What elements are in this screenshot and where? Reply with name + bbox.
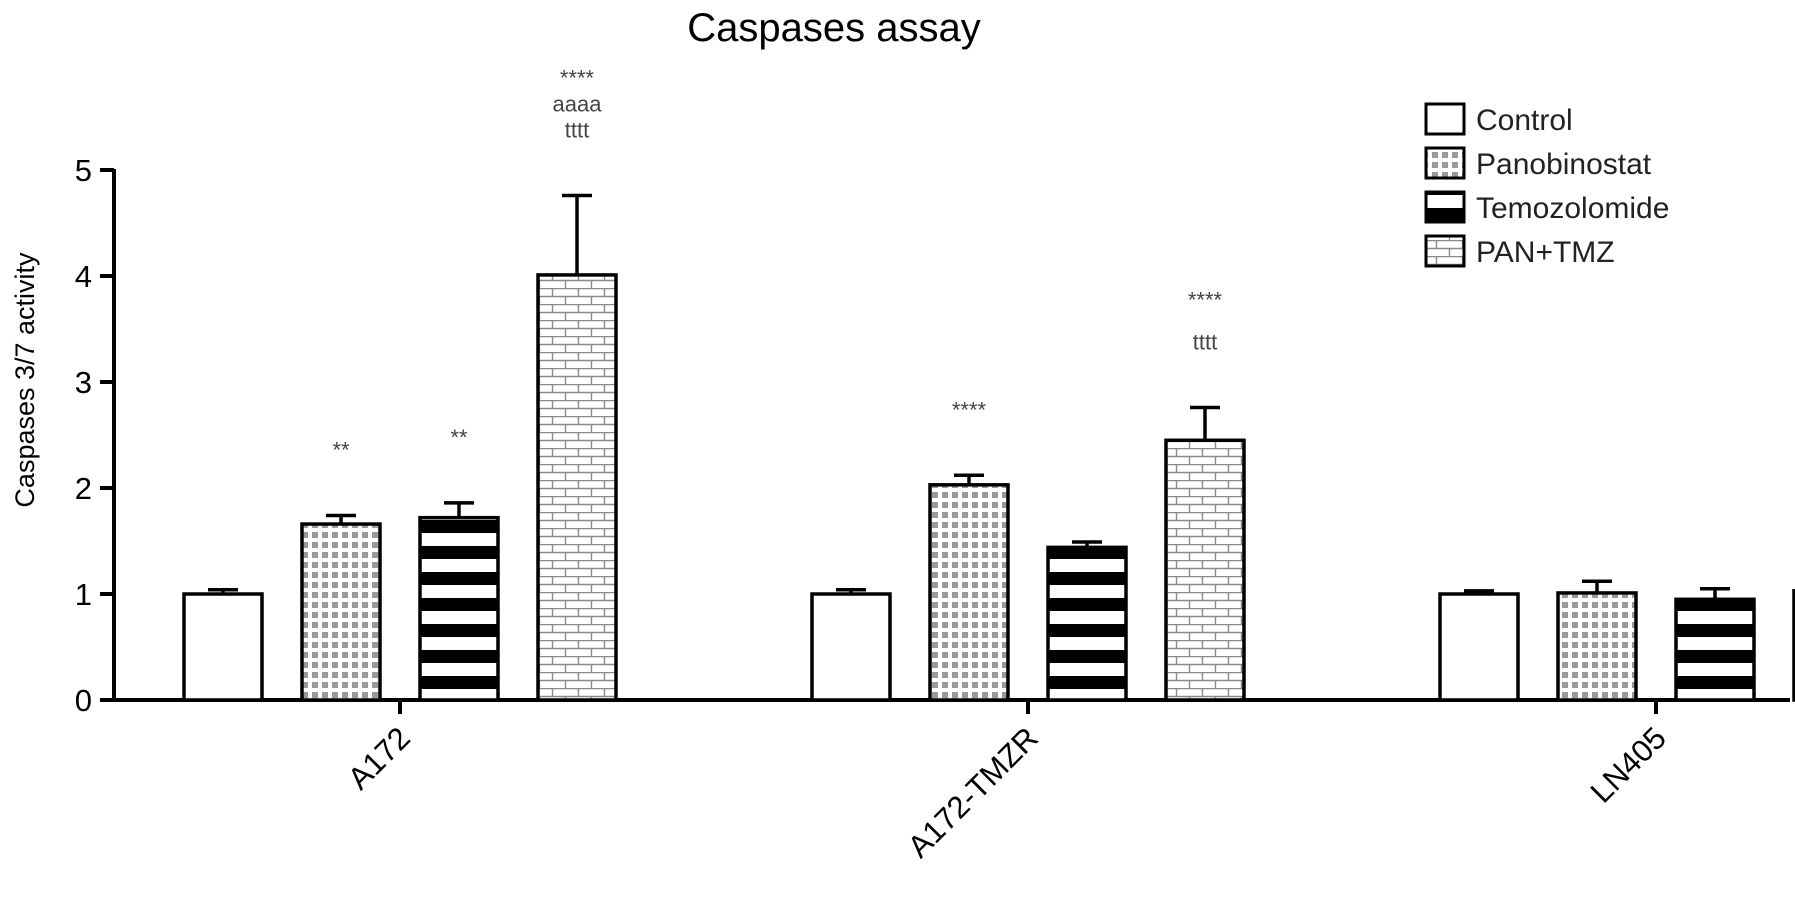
legend-label-panobinostat: Panobinostat — [1476, 148, 1652, 181]
bar-a172-tmzr-temozolomide — [1046, 545, 1128, 702]
annotation-a172-tmzr-1-0: **** — [952, 397, 987, 422]
annotation-a172-1-0: ** — [332, 438, 350, 463]
annotation-a172-2-0: ** — [450, 425, 468, 450]
bar-a172-tmzr-pan-tmz — [1164, 438, 1246, 702]
legend-swatch-pan-tmz — [1424, 234, 1466, 268]
x-category-label-ln405: LN405 — [1584, 720, 1673, 809]
annotation-a172-tmzr-3-0: **** — [1188, 287, 1223, 312]
y-tick-label-5: 5 — [75, 153, 92, 188]
bar-a172-control — [182, 592, 264, 702]
bar-ln405-temozolomide — [1674, 597, 1756, 702]
bar-a172-temozolomide — [418, 515, 500, 702]
bars — [182, 273, 1795, 702]
legend-label-control: Control — [1476, 104, 1573, 137]
error-bars — [208, 193, 1730, 600]
legend-swatch-control — [1424, 102, 1466, 136]
x-category-label-a172: A172 — [341, 720, 417, 796]
legend-label-temozolomide: Temozolomide — [1476, 192, 1669, 225]
y-tick-label-1: 1 — [75, 577, 92, 612]
bar-ln405-control — [1438, 592, 1520, 702]
y-axis-label: Caspases 3/7 activity — [10, 252, 40, 508]
annotation-a172-3-2: tttt — [565, 117, 589, 142]
x-category-label-a172-tmzr: A172-TMZR — [901, 720, 1045, 864]
chart-title: Caspases assay — [687, 6, 980, 50]
bar-a172-panobinostat — [300, 522, 382, 702]
annotation-a172-tmzr-3-1: tttt — [1193, 329, 1217, 354]
y-tick-label-0: 0 — [75, 683, 92, 718]
y-tick-label-2: 2 — [75, 471, 92, 506]
legend-label-pan-tmz: PAN+TMZ — [1476, 236, 1615, 269]
bar-a172-tmzr-panobinostat — [928, 483, 1010, 702]
legend: Control Panobinostat Temozolomide PAN+TMZ — [1424, 102, 1669, 269]
annotation-a172-3-0: **** — [560, 65, 595, 90]
y-tick-label-3: 3 — [75, 365, 92, 400]
annotation-a172-3-1: aaaa — [553, 91, 603, 116]
bar-ln405-panobinostat — [1556, 591, 1638, 702]
y-tick-label-4: 4 — [75, 259, 92, 294]
legend-swatch-panobinostat — [1424, 146, 1466, 180]
bar-a172-pan-tmz — [536, 273, 618, 702]
legend-swatch-temozolomide — [1424, 190, 1466, 224]
bar-a172-tmzr-control — [810, 592, 892, 702]
